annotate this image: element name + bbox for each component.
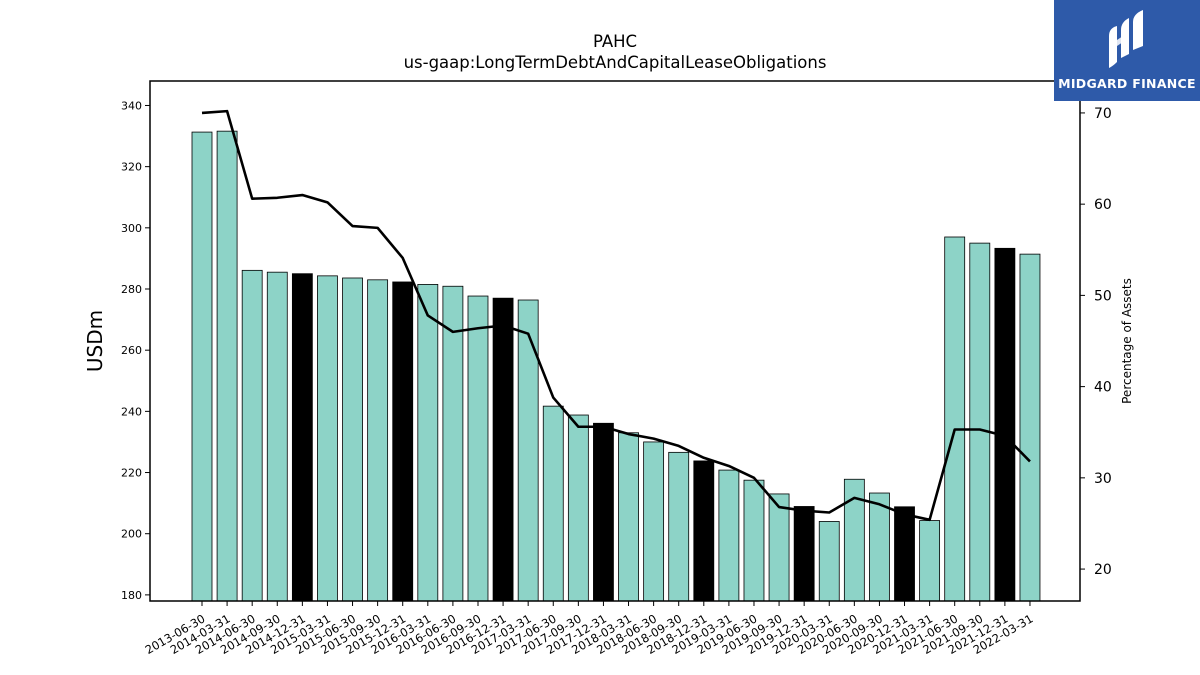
bar-2016-09-30: [467, 295, 489, 602]
bar-2018-09-30: [668, 451, 690, 602]
x-axis: 2013-06-302014-03-312014-06-302014-09-30…: [143, 601, 1035, 657]
bar-2014-06-30: [241, 269, 263, 602]
bar-2016-12-31: [492, 297, 514, 602]
bar-2021-06-30: [944, 236, 966, 602]
y2-tick-label: 40: [1094, 380, 1112, 396]
y-tick-label: 240: [121, 405, 142, 418]
bar-2014-12-31: [291, 273, 313, 602]
bar-2015-12-31: [392, 281, 414, 602]
percentage-line: [201, 109, 1031, 522]
bar-2015-09-30: [367, 279, 389, 602]
bar-2019-09-30: [768, 493, 790, 602]
y2-tick-label: 30: [1094, 471, 1112, 487]
bar-2013-06-30: [191, 131, 213, 602]
bar-2021-09-30: [969, 242, 991, 602]
chart-subtitle: us-gaap:LongTermDebtAndCapitalLeaseOblig…: [403, 53, 827, 72]
brand-name: MIDGARD FINANCE: [1058, 76, 1196, 91]
y2-tick-label: 20: [1094, 562, 1112, 578]
bar-2014-03-31: [216, 130, 238, 602]
y-tick-label: 180: [121, 589, 142, 602]
y2-tick-label: 50: [1094, 288, 1112, 304]
plot-frame: [149, 80, 1081, 602]
bar-2019-06-30: [743, 479, 765, 602]
bar-2016-03-31: [417, 284, 439, 602]
bar-2020-09-30: [869, 492, 890, 602]
bar-2018-12-31: [693, 460, 715, 602]
y-tick-label: 340: [121, 99, 142, 112]
bar-2017-12-31: [593, 422, 614, 602]
bar-2020-03-31: [818, 521, 840, 602]
bar-2017-03-31: [517, 299, 539, 602]
line-series: [201, 109, 1031, 522]
bar-2017-09-30: [567, 414, 589, 602]
y-tick-label: 320: [121, 161, 142, 174]
y2-axis-label: Percentage of Assets: [1120, 278, 1134, 404]
y2-tick-label: 70: [1094, 106, 1112, 122]
y-axis-label: USDm: [83, 310, 107, 372]
bar-2020-12-31: [894, 506, 915, 602]
bar-2019-03-31: [718, 469, 740, 602]
bar-2015-03-31: [317, 275, 338, 602]
bar-2018-03-31: [618, 432, 639, 602]
bar-2021-12-31: [994, 247, 1016, 602]
y2-tick-label: 60: [1094, 197, 1112, 213]
y-tick-label: 280: [121, 283, 142, 296]
chart-title: PAHC: [592, 32, 638, 51]
y-tick-label: 300: [121, 222, 142, 235]
bar-series: [191, 130, 1041, 602]
bar-2019-12-31: [793, 506, 815, 602]
bar-2017-06-30: [542, 405, 564, 602]
right-axis: 20 30 40 50 60 70: [1080, 106, 1112, 578]
bar-2015-06-30: [342, 277, 363, 602]
midgard-logo-icon: [1109, 10, 1143, 68]
y-tick-label: 220: [121, 467, 142, 480]
bar-2014-09-30: [266, 271, 288, 602]
bar-2022-03-31: [1019, 253, 1041, 602]
brand-logo: MIDGARD FINANCE: [1054, 0, 1200, 101]
bar-2021-03-31: [919, 520, 941, 602]
y-tick-label: 260: [121, 344, 142, 357]
y-tick-label: 200: [121, 528, 142, 541]
bar-2016-06-30: [442, 285, 464, 602]
left-axis: 180 200 220 240 260 280 300 320 340: [121, 99, 150, 602]
bar-2018-06-30: [643, 441, 665, 602]
